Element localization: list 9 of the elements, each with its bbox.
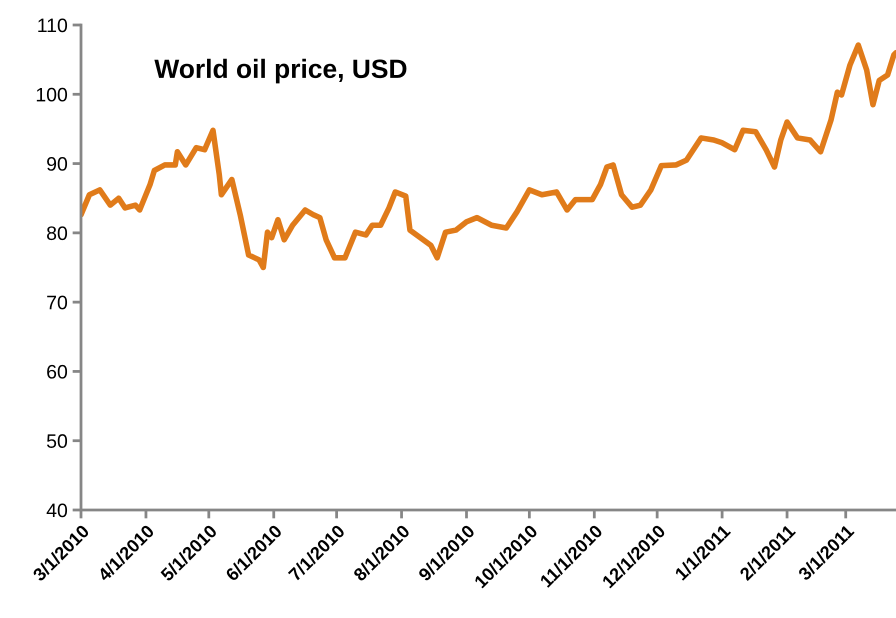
y-tick-label: 80 <box>47 226 68 240</box>
y-tick-label: 60 <box>47 364 68 379</box>
y-tick-label: 70 <box>47 296 68 310</box>
y-tick-label: 110 <box>38 18 68 32</box>
y-tick-label: 50 <box>46 434 68 448</box>
y-tick-label: 100 <box>36 88 68 102</box>
text: World oil price, USD <box>154 58 406 84</box>
y-tick-label: 90 <box>47 157 68 171</box>
y-tick-label: 40 <box>46 503 68 518</box>
